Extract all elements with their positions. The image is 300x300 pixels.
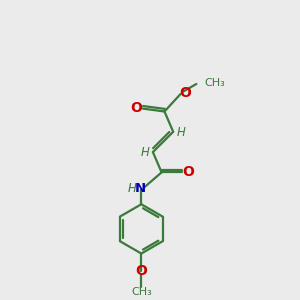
Text: N: N	[134, 182, 146, 195]
Text: CH₃: CH₃	[205, 77, 225, 88]
Text: H: H	[128, 182, 137, 195]
Text: O: O	[130, 101, 142, 115]
Text: O: O	[135, 264, 147, 278]
Text: O: O	[180, 85, 192, 100]
Text: H: H	[177, 126, 186, 139]
Text: H: H	[140, 146, 149, 159]
Text: CH₃: CH₃	[131, 287, 152, 297]
Text: O: O	[182, 165, 194, 179]
